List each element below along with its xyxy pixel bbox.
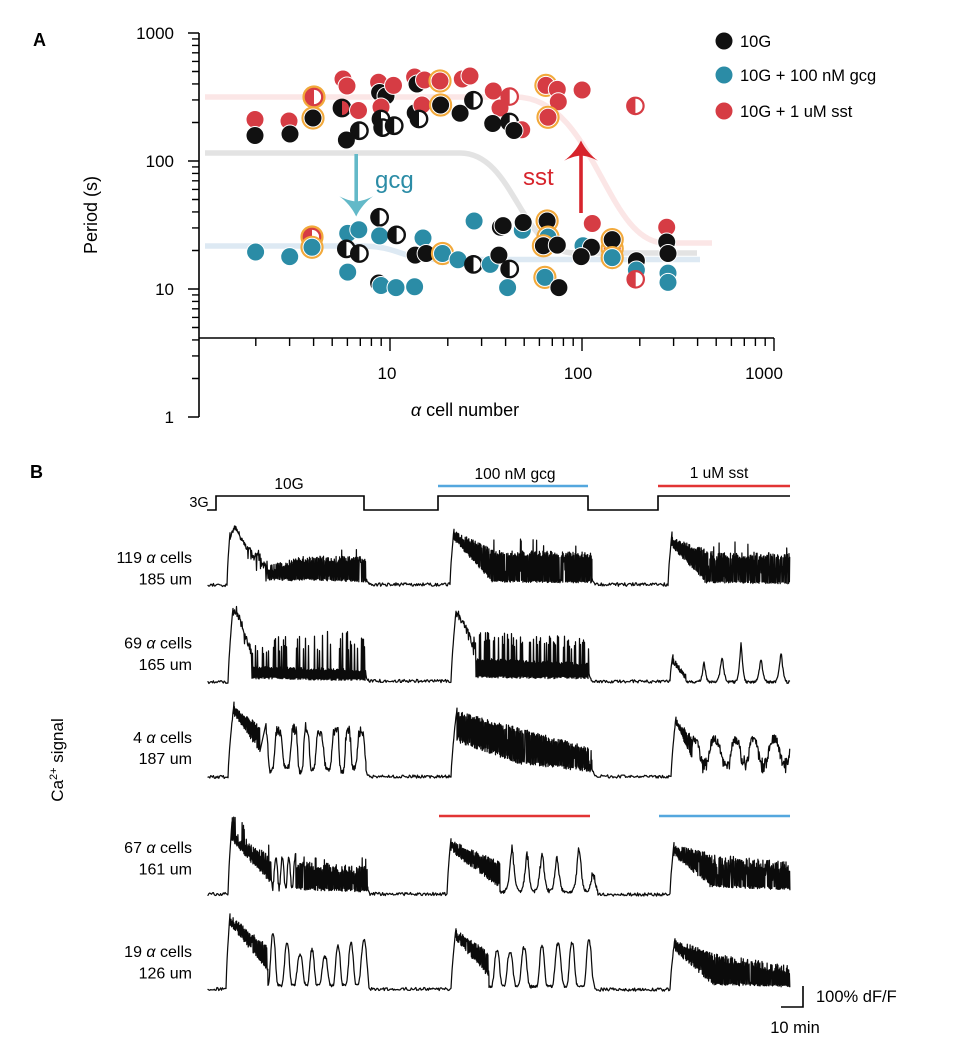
svg-text:4 α cells: 4 α cells: [133, 730, 192, 747]
svg-text:161 um: 161 um: [139, 862, 192, 879]
svg-text:10: 10: [155, 280, 174, 299]
svg-text:1: 1: [165, 408, 174, 427]
svg-text:10: 10: [378, 364, 397, 383]
svg-text:100: 100: [146, 152, 174, 171]
svg-text:69 α cells: 69 α cells: [124, 636, 192, 653]
svg-text:10G: 10G: [740, 33, 771, 51]
svg-text:10G: 10G: [274, 476, 303, 493]
svg-text:10 min: 10 min: [770, 1019, 820, 1037]
svg-text:α cell number: α cell number: [411, 400, 519, 420]
svg-text:126 um: 126 um: [139, 966, 192, 983]
svg-text:Ca2+ signal: Ca2+ signal: [48, 718, 67, 801]
svg-text:A: A: [33, 30, 46, 50]
svg-text:gcg: gcg: [375, 167, 414, 194]
svg-text:165 um: 165 um: [139, 657, 192, 674]
svg-text:100% dF/F: 100% dF/F: [816, 988, 897, 1006]
svg-text:1 uM sst: 1 uM sst: [690, 465, 749, 482]
svg-text:B: B: [30, 462, 43, 482]
svg-text:1000: 1000: [745, 364, 783, 383]
svg-text:19 α cells: 19 α cells: [124, 944, 192, 961]
svg-text:67 α cells: 67 α cells: [124, 840, 192, 857]
svg-text:100 nM gcg: 100 nM gcg: [475, 466, 556, 483]
svg-text:100: 100: [564, 364, 592, 383]
svg-text:sst: sst: [523, 164, 554, 191]
svg-text:185 um: 185 um: [139, 572, 192, 589]
svg-text:Period (s): Period (s): [81, 176, 101, 254]
svg-text:1000: 1000: [136, 24, 174, 43]
svg-text:3G: 3G: [189, 495, 208, 511]
svg-text:10G + 100 nM gcg: 10G + 100 nM gcg: [740, 67, 876, 85]
svg-text:187 um: 187 um: [139, 751, 192, 768]
svg-text:10G + 1 uM sst: 10G + 1 uM sst: [740, 103, 853, 121]
svg-text:119 α cells: 119 α cells: [116, 550, 192, 567]
